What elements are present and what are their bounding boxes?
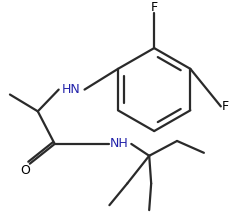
Text: HN: HN <box>62 83 81 96</box>
Text: F: F <box>150 1 157 14</box>
Text: NH: NH <box>109 137 128 150</box>
Text: F: F <box>221 100 228 113</box>
Text: O: O <box>20 164 30 177</box>
